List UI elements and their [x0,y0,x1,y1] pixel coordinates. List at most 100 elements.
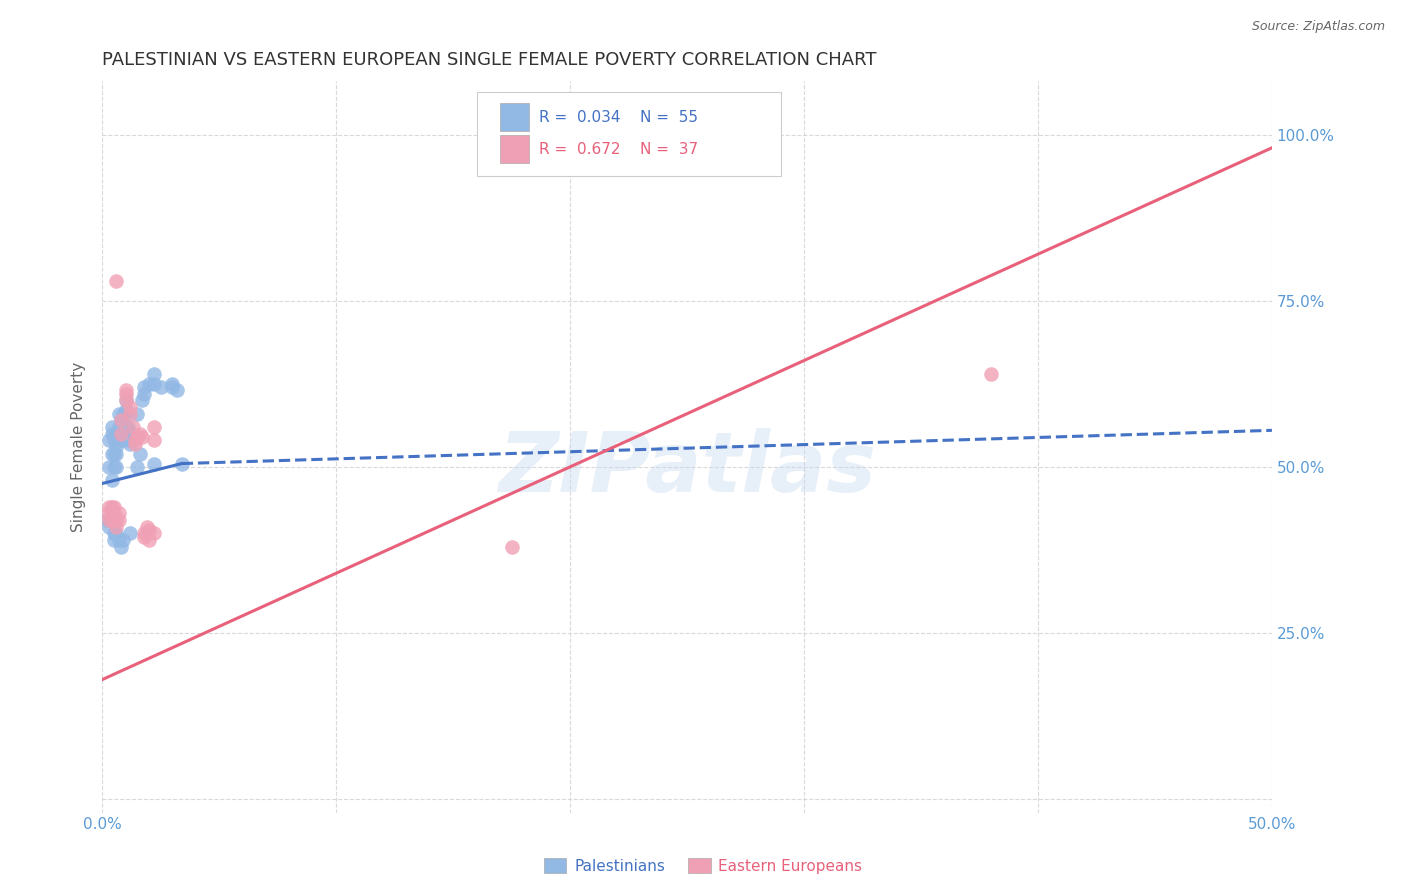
Point [98,519,121,533]
Point [110,540,132,554]
Point [112,420,135,434]
Legend: Palestinians, Eastern Europeans: Palestinians, Eastern Europeans [537,852,869,880]
Point [120,400,142,414]
Point [107,420,129,434]
Point [112,434,135,448]
Point [100,420,122,434]
Text: R =  0.672    N =  37: R = 0.672 N = 37 [538,142,697,157]
Point [98,434,121,448]
Point [501,540,523,554]
Point [107,407,129,421]
Point [128,426,150,441]
Point [127,430,149,444]
Point [105,274,128,288]
Point [127,459,149,474]
Point [103,447,125,461]
Point [103,434,125,448]
Point [134,530,156,544]
Point [117,420,139,434]
FancyBboxPatch shape [501,103,529,131]
Point [134,526,156,541]
Point [98,500,121,514]
Point [100,500,122,514]
Point [142,457,165,471]
Y-axis label: Single Female Poverty: Single Female Poverty [72,362,86,532]
Point [105,526,128,541]
Point [117,423,139,437]
Point [105,513,128,527]
Point [107,507,129,521]
Point [124,436,146,450]
Point [120,436,142,450]
Point [149,380,172,394]
Point [110,413,132,427]
Point [100,426,122,441]
Point [103,526,125,541]
Point [120,407,142,421]
Point [110,434,132,448]
Point [114,384,136,398]
Point [120,434,142,448]
Point [107,434,129,448]
Point [138,523,160,537]
Point [107,533,129,547]
Point [114,386,136,401]
Point [103,507,125,521]
Point [131,393,153,408]
Point [980,367,1002,381]
Point [120,526,142,541]
Point [138,533,160,547]
Point [114,393,136,408]
Point [105,426,128,441]
Point [138,376,160,391]
Point [110,426,132,441]
Point [131,430,153,444]
Point [127,407,149,421]
Point [166,384,188,398]
Point [114,393,136,408]
Point [162,376,184,391]
Point [162,380,184,394]
Point [103,533,125,547]
FancyBboxPatch shape [477,92,780,177]
Point [103,459,125,474]
Point [105,519,128,533]
Point [142,367,165,381]
Point [135,519,157,533]
Text: R =  0.034    N =  55: R = 0.034 N = 55 [538,111,697,126]
Point [100,507,122,521]
Point [121,420,143,434]
Point [142,420,165,434]
Point [134,380,156,394]
Point [121,430,143,444]
Point [114,403,136,417]
Point [98,459,121,474]
Point [128,447,150,461]
Point [170,457,193,471]
Point [142,376,165,391]
Point [100,507,122,521]
Point [105,440,128,454]
Point [114,407,136,421]
Point [110,413,132,427]
Point [96,507,118,521]
Text: Source: ZipAtlas.com: Source: ZipAtlas.com [1251,20,1385,33]
Point [100,513,122,527]
Point [134,386,156,401]
Point [98,513,121,527]
Point [124,434,146,448]
Point [105,447,128,461]
Text: ZIPatlas: ZIPatlas [498,428,876,509]
Point [112,407,135,421]
Point [110,426,132,441]
Point [142,526,165,541]
Point [103,500,125,514]
Point [96,513,118,527]
Point [112,533,135,547]
Point [107,513,129,527]
Point [100,447,122,461]
Text: PALESTINIAN VS EASTERN EUROPEAN SINGLE FEMALE POVERTY CORRELATION CHART: PALESTINIAN VS EASTERN EUROPEAN SINGLE F… [103,51,877,69]
Point [142,434,165,448]
FancyBboxPatch shape [501,135,529,162]
Point [105,459,128,474]
